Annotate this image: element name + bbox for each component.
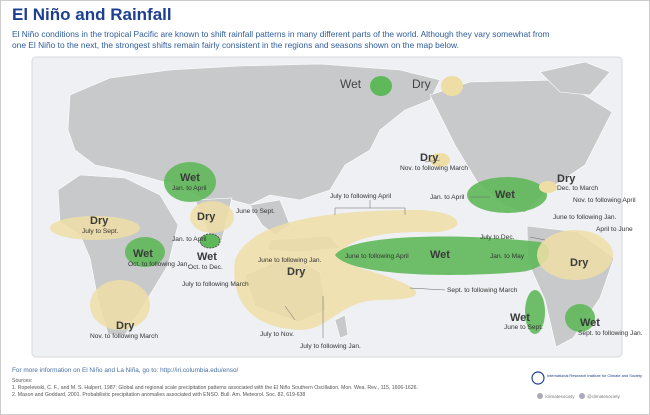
region-season: July to Sept. [82, 228, 118, 235]
region-season: Jan. to April [172, 185, 207, 192]
region-season: July to following Jan. [300, 343, 361, 350]
wet-region [125, 237, 165, 267]
region-label: Dry [116, 320, 135, 332]
region-season: June to following Jan. [258, 257, 322, 264]
social: /climatesociety [545, 394, 575, 399]
sources-title: Sources: [12, 378, 32, 384]
legend-dry-swatch [441, 76, 463, 96]
region-season: Nov. to following April [573, 197, 636, 204]
wet-region [199, 233, 221, 249]
info: For more information on El Niño and La N… [12, 367, 239, 374]
region-season: Oct. to Dec. [188, 264, 223, 271]
region-season: July to Nov. [260, 331, 294, 338]
region-label: Dry [197, 211, 216, 223]
region-season: Sept. to following Jan. [578, 330, 643, 337]
dry-region [50, 216, 140, 240]
dry-region [539, 181, 557, 193]
legend-wet-swatch [370, 76, 392, 96]
region-season: June to following Jan. [553, 214, 617, 221]
region-season: Jan. to April [430, 194, 465, 201]
region-season: Nov. to following March [400, 165, 468, 172]
region-label: Wet [430, 249, 450, 261]
region-label: Wet [510, 312, 530, 324]
icon [537, 393, 543, 399]
region-season: Sept. to following March [447, 287, 518, 294]
region-season: July to Dec. [480, 234, 515, 241]
region-label: Wet [580, 317, 600, 329]
logo-mark [531, 371, 545, 385]
region-label: Wet [197, 251, 217, 263]
leaders [284, 159, 546, 338]
subtitle: El Niño conditions in the tropical Pacif… [12, 29, 550, 39]
region-season: Oct. to following Jan. [128, 261, 189, 268]
region-label: Wet [133, 248, 153, 260]
region-season: Jan. to May [490, 253, 525, 260]
region-label: Dry [557, 173, 576, 185]
region-season: June to Sept. [504, 324, 543, 331]
region-season: April to June [596, 226, 633, 233]
wet-region [335, 236, 550, 275]
region-season: June to following April [345, 253, 409, 260]
legend-wet: Wet [340, 77, 362, 91]
region-season: Jan. to April [172, 236, 207, 243]
region-label: Dry [90, 215, 109, 227]
region-label: Wet [180, 172, 200, 184]
region-label: Wet [495, 189, 515, 201]
region-label: Dry [570, 257, 589, 269]
map: Wet Dry Wet Jan. to April Dry June to Se… [31, 56, 643, 358]
source: 2. Mason and Goddard, 2001. Probabilisti… [12, 392, 305, 398]
region-label: Dry [420, 152, 439, 164]
title: El Niño and Rainfall [12, 5, 172, 24]
regions [50, 153, 613, 334]
region-season: July to following April [330, 193, 392, 200]
footer: For more information on El Niño and La N… [12, 367, 642, 399]
dry-region [537, 230, 613, 280]
source: 1. Ropelewski, C. F., and M. S. Halpert,… [12, 385, 418, 391]
region-season: Dec. to March [557, 185, 598, 192]
legend-dry: Dry [412, 77, 431, 91]
region-season: June to Sept. [236, 208, 275, 215]
wet-region [525, 290, 545, 334]
subtitle: one El Niño to the next, the strongest s… [12, 40, 459, 50]
wet-region [164, 162, 216, 202]
dry-region [90, 280, 150, 330]
legend: Wet Dry [340, 76, 463, 96]
social: @climatesociety [587, 394, 621, 399]
labels: Wet Jan. to April Dry June to Sept. Dry … [82, 152, 643, 350]
wet-region [565, 304, 595, 332]
wet-region [467, 177, 547, 213]
dry-region [190, 201, 234, 233]
icon [579, 393, 585, 399]
logo-text: International Research Institute for Cli… [547, 373, 642, 378]
region-season: July to following March [182, 281, 249, 288]
region-label: Dry [287, 266, 306, 278]
region-season: Nov. to following March [90, 333, 158, 340]
dry-region [234, 210, 458, 330]
